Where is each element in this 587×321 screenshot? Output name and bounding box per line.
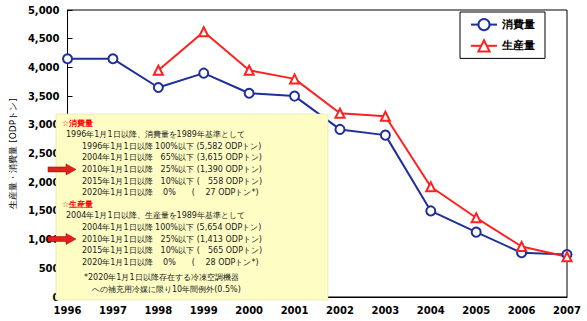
svg-text:2,500: 2,500: [28, 148, 60, 159]
svg-text:1996年1月1日以降 100%以下 (5,582 ODPト: 1996年1月1日以降 100%以下 (5,582 ODPトン): [82, 142, 261, 151]
svg-text:2,000: 2,000: [28, 177, 60, 188]
svg-text:2003: 2003: [371, 305, 399, 316]
svg-text:2020年1月1日以降 0% ( 28 ODPトン*): 2020年1月1日以降 0% ( 28 ODPトン*): [82, 258, 259, 267]
svg-text:☆生産量: ☆生産量: [62, 199, 93, 209]
svg-text:2005: 2005: [462, 305, 490, 316]
svg-text:5,000: 5,000: [28, 5, 60, 16]
svg-text:*2020年1月1日以降存在する冷凍空調機器: *2020年1月1日以降存在する冷凍空調機器: [84, 273, 239, 282]
svg-text:1998: 1998: [144, 305, 172, 316]
svg-text:1999: 1999: [190, 305, 218, 316]
svg-text:1,500: 1,500: [28, 205, 60, 216]
svg-text:4,500: 4,500: [28, 33, 60, 44]
svg-text:2004: 2004: [417, 305, 445, 316]
svg-text:1997: 1997: [99, 305, 127, 316]
svg-text:3,000: 3,000: [28, 119, 60, 130]
svg-text:☆消費量: ☆消費量: [62, 119, 93, 128]
svg-text:500: 500: [38, 262, 60, 274]
svg-text:2002: 2002: [326, 305, 354, 316]
svg-text:2006: 2006: [508, 305, 536, 316]
svg-text:2004年1月1日以降、生産量を1989年基準として: 2004年1月1日以降、生産量を1989年基準として: [66, 211, 245, 220]
svg-text:2020年1月1日以降 0% ( 27 ODPトン*): 2020年1月1日以降 0% ( 27 ODPトン*): [82, 188, 259, 197]
svg-text:生産量: 生産量: [501, 39, 535, 52]
svg-text:生産量・消費量 [ODPトン]: 生産量・消費量 [ODPトン]: [8, 98, 18, 208]
svg-text:2001: 2001: [281, 305, 309, 316]
svg-text:1996年1月1日以降、消費量を1989年基準として: 1996年1月1日以降、消費量を1989年基準として: [66, 130, 245, 139]
svg-text:2004年1月1日以降 65%以下 (3,615 ODPトン: 2004年1月1日以降 65%以下 (3,615 ODPトン): [82, 153, 262, 162]
svg-text:4,000: 4,000: [28, 62, 60, 73]
svg-text:2010年1月1日以降 25%以下 (1,413 ODPトン: 2010年1月1日以降 25%以下 (1,413 ODPトン): [82, 235, 262, 244]
svg-text:2015年1月1日以降 10%以下 ( 565 ODPトン): 2015年1月1日以降 10%以下 ( 565 ODPトン): [82, 246, 262, 255]
svg-text:2000: 2000: [235, 305, 263, 316]
svg-text:2015年1月1日以降 10%以下 ( 558 ODPトン): 2015年1月1日以降 10%以下 ( 558 ODPトン): [82, 177, 262, 186]
svg-text:2010年1月1日以降 25%以下 (1,390 ODPトン: 2010年1月1日以降 25%以下 (1,390 ODPトン): [82, 165, 262, 174]
svg-text:消費量: 消費量: [501, 18, 535, 31]
svg-text:1,000: 1,000: [27, 234, 60, 246]
svg-text:3,500: 3,500: [28, 91, 60, 102]
svg-text:1996: 1996: [54, 305, 82, 316]
svg-text:への補充用冷媒に限り10年間例外(0.5%): への補充用冷媒に限り10年間例外(0.5%): [92, 285, 241, 294]
svg-text:2007: 2007: [553, 305, 581, 316]
svg-text:2004年1月1日以降 100%以下 (5,654 ODPト: 2004年1月1日以降 100%以下 (5,654 ODPトン): [82, 223, 261, 232]
